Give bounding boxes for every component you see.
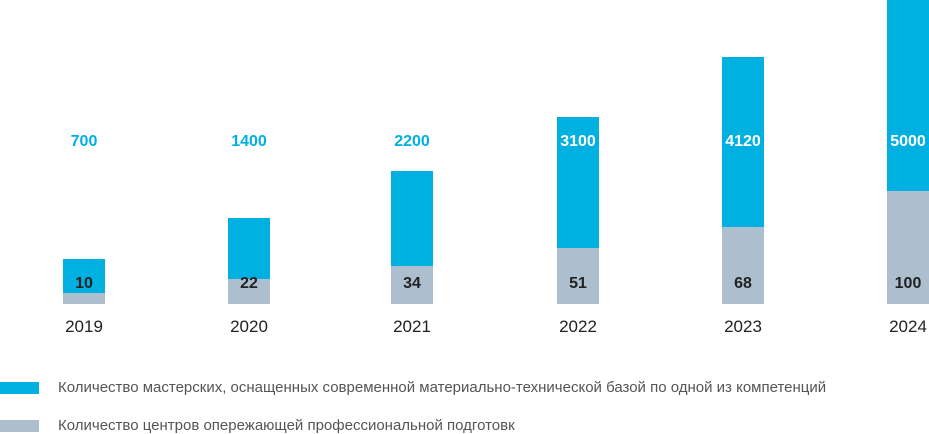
x-tick-2020: 2020 <box>230 317 268 336</box>
bar-workshops-2021 <box>391 171 433 266</box>
label-centers-2020: 22 <box>240 275 258 292</box>
legend-label-centers: Количество центров опережающей профессио… <box>58 417 515 434</box>
x-tick-2023: 2023 <box>724 317 762 336</box>
label-centers-2022: 51 <box>569 275 587 292</box>
label-workshops-2019: 700 <box>71 133 98 150</box>
bar-centers-2023 <box>722 227 764 304</box>
label-workshops-2022: 3100 <box>560 133 596 150</box>
bar-workshops-2019 <box>63 259 105 293</box>
label-workshops-2024: 5000 <box>890 133 926 150</box>
label-centers-2024: 100 <box>895 275 922 292</box>
bar-workshops-2024 <box>887 0 929 191</box>
legend-item-workshops: Количество мастерских, оснащенных соврем… <box>0 379 826 396</box>
legend-swatch-centers <box>0 419 39 432</box>
bar-workshops-2020 <box>228 218 270 279</box>
label-centers-2019: 10 <box>75 275 93 292</box>
bar-centers-2019 <box>63 293 105 304</box>
x-tick-2022: 2022 <box>559 317 597 336</box>
bar-centers-2024 <box>887 191 929 304</box>
label-centers-2021: 34 <box>403 275 421 292</box>
legend-label-workshops: Количество мастерских, оснащенных соврем… <box>58 379 827 396</box>
x-tick-2019: 2019 <box>65 317 103 336</box>
legend-item-centers: Количество центров опережающей профессио… <box>0 417 515 434</box>
x-tick-2024: 2024 <box>889 317 927 336</box>
label-centers-2023: 68 <box>734 275 752 292</box>
bar-centers-2021 <box>391 266 433 304</box>
label-workshops-2020: 1400 <box>231 133 267 150</box>
legend-swatch-workshops <box>0 381 39 394</box>
bar-workshops-2023 <box>722 57 764 227</box>
label-workshops-2021: 2200 <box>394 133 430 150</box>
label-workshops-2023: 4120 <box>725 133 761 150</box>
bar-workshops-2022 <box>557 117 599 248</box>
bar-centers-2022 <box>557 248 599 304</box>
x-tick-2021: 2021 <box>393 317 431 336</box>
bar-chart: 700 10 2019 1400 22 2020 2200 34 2021 3100 51 2022 4… <box>63 0 929 336</box>
bar-centers-2020 <box>228 279 270 304</box>
